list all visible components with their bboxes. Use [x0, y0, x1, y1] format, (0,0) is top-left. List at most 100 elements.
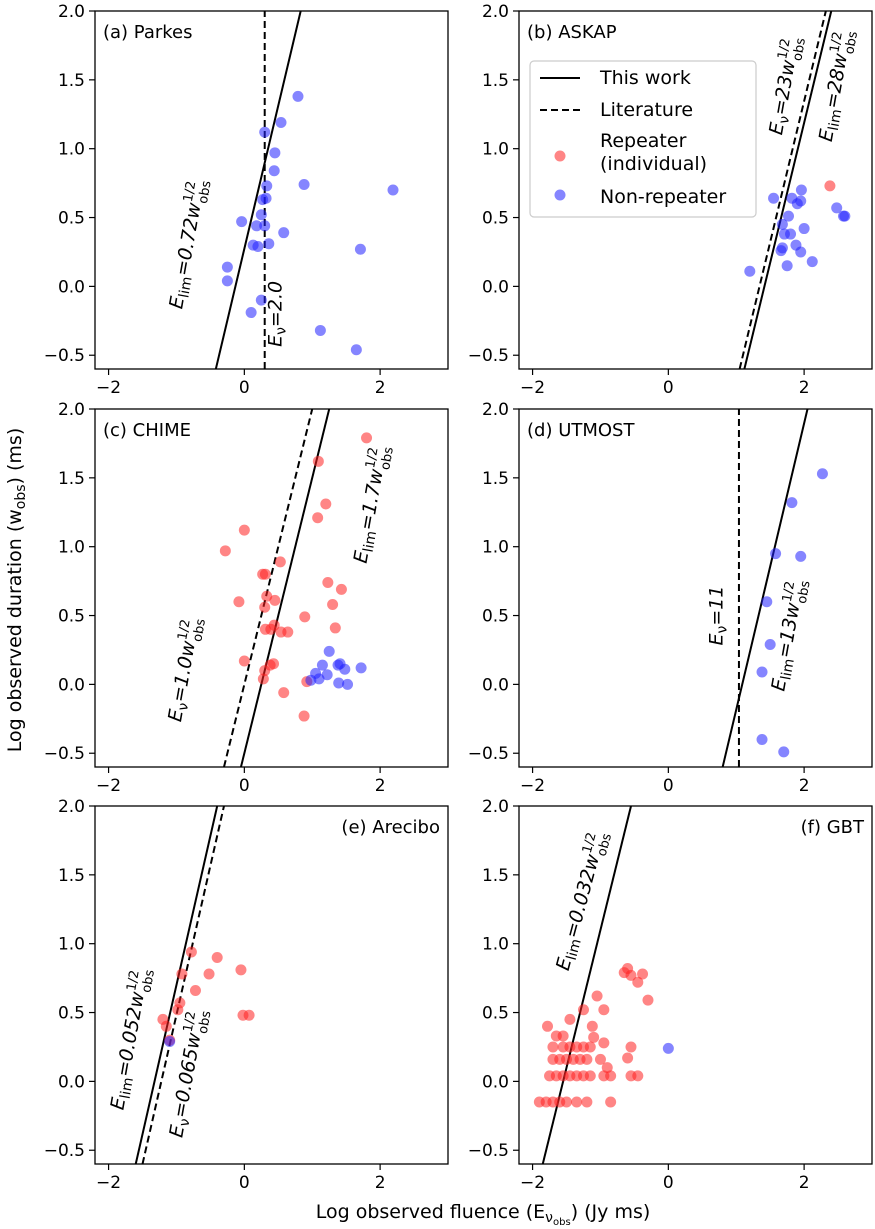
axes-frame: [518, 408, 873, 768]
nonrepeater-point: [778, 746, 790, 758]
nonrepeater-point: [321, 669, 333, 681]
legend-label: Non-repeater: [600, 186, 726, 208]
fit-line-this-work: [743, 11, 833, 369]
nonrepeater-point: [744, 265, 756, 277]
y-tick-label: 0.5: [482, 209, 509, 229]
nonrepeater-point: [221, 261, 233, 273]
y-tick-label: 1.0: [58, 538, 85, 558]
y-tick-label: 0.0: [58, 277, 85, 297]
repeater-point: [312, 512, 324, 524]
nonrepeater-point: [323, 645, 335, 657]
repeater-point: [625, 969, 637, 981]
plot-area: Eν=11 Elim=13w1/2obs: [706, 409, 828, 767]
nonrepeater-point: [837, 210, 849, 222]
repeater-point: [257, 673, 269, 685]
line-annotation: Eν=1.0w1/2obs: [161, 615, 209, 724]
line-annotation: Elim=28w1/2obs: [812, 27, 861, 144]
y-tick-label: 1.5: [58, 866, 85, 886]
fit-line-this-work: [134, 806, 219, 1164]
nonrepeater-point: [662, 1042, 674, 1054]
repeater-point: [320, 498, 332, 510]
repeater-point: [605, 1096, 617, 1108]
y-tick-label: 2.0: [482, 400, 509, 420]
nonrepeater-point: [764, 638, 776, 650]
y-tick-label: 0.5: [482, 607, 509, 627]
x-tick-label: −2: [520, 378, 545, 398]
repeater-point: [189, 985, 201, 997]
repeater-point: [601, 1062, 613, 1074]
legend-label: Repeater: [600, 130, 687, 152]
nonrepeater-point: [756, 666, 768, 678]
repeater-point: [203, 968, 215, 980]
nonrepeater-point: [269, 147, 281, 159]
y-tick-label: 1.0: [482, 538, 509, 558]
y-tick-label: −0.5: [468, 1141, 509, 1161]
nonrepeater-point: [313, 673, 325, 685]
repeater-point: [261, 590, 273, 602]
repeater-point: [329, 622, 341, 634]
repeater-point: [299, 611, 311, 623]
y-tick-label: −0.5: [44, 744, 85, 764]
line-annotation: Eν=11: [706, 586, 731, 646]
panel-2: Eν=1.0w1/2obs Elim=1.7w1/2obs −2 0 2 −0.5 0.0 0…: [44, 400, 449, 796]
repeater-point: [172, 1004, 184, 1016]
nonrepeater-point: [259, 126, 271, 138]
fit-line-this-work: [239, 409, 331, 767]
x-tick-label: 0: [239, 776, 250, 796]
panel-title: (e) Arecibo: [341, 817, 440, 838]
repeater-point: [598, 1004, 610, 1016]
repeater-point: [547, 1041, 559, 1053]
nonrepeater-point: [783, 210, 795, 222]
nonrepeater-point: [251, 220, 263, 232]
repeater-point: [259, 601, 271, 613]
nonrepeater-point: [261, 180, 273, 192]
x-tick-label: 0: [239, 378, 250, 398]
y-tick-label: 2.0: [58, 400, 85, 420]
repeater-point: [564, 1013, 576, 1025]
panel-title: (c) CHIME: [103, 420, 191, 441]
repeater-point: [335, 583, 347, 595]
y-tick-label: −0.5: [468, 744, 509, 764]
repeater-point: [361, 432, 373, 444]
y-tick-label: 0.0: [58, 1072, 85, 1092]
x-tick-label: 0: [663, 1173, 674, 1193]
fit-line-literature: [223, 409, 314, 767]
panel-3: Eν=11 Elim=13w1/2obs −2 0 2 −0.5 0.0 0.5 1.0 1.5 2…: [468, 400, 873, 796]
nonrepeater-point: [756, 733, 768, 745]
repeater-point: [274, 556, 286, 568]
plot-area: Eν=1.0w1/2obs Elim=1.7w1/2obs: [161, 409, 397, 767]
repeater-point: [584, 1070, 596, 1082]
y-tick-label: 1.5: [482, 469, 509, 489]
y-tick-label: −0.5: [44, 346, 85, 366]
y-tick-label: 2.0: [58, 2, 85, 22]
y-axis-label: Log observed duration (wobs) (ms): [4, 428, 29, 752]
repeater-point: [561, 1096, 573, 1108]
nonrepeater-point: [278, 227, 290, 239]
nonrepeater-point: [263, 238, 275, 250]
y-tick-label: 1.5: [482, 866, 509, 886]
x-tick-label: −2: [520, 1173, 545, 1193]
y-tick-label: 1.0: [482, 935, 509, 955]
nonrepeater-point: [768, 192, 780, 204]
repeater-point: [298, 710, 310, 722]
legend-label: (individual): [600, 153, 707, 175]
repeater-point: [637, 968, 649, 980]
nonrepeater-point: [761, 596, 773, 608]
y-tick-label: −0.5: [468, 346, 509, 366]
repeater-point: [211, 951, 223, 963]
repeater-point: [581, 1053, 593, 1065]
x-tick-label: 2: [799, 1173, 810, 1193]
nonrepeater-point: [314, 324, 326, 336]
nonrepeater-point: [259, 220, 271, 232]
axes-frame: [94, 408, 449, 768]
repeater-point: [160, 1020, 172, 1032]
nonrepeater-point: [816, 468, 828, 480]
x-axis-label: Log observed fluence (Eνobs) (Jy ms): [316, 1201, 651, 1228]
legend-nonrepeater-marker: [554, 189, 566, 201]
x-tick-label: −2: [96, 776, 121, 796]
nonrepeater-point: [236, 216, 248, 228]
repeater-point: [594, 1053, 606, 1065]
y-tick-label: 0.0: [482, 1072, 509, 1092]
